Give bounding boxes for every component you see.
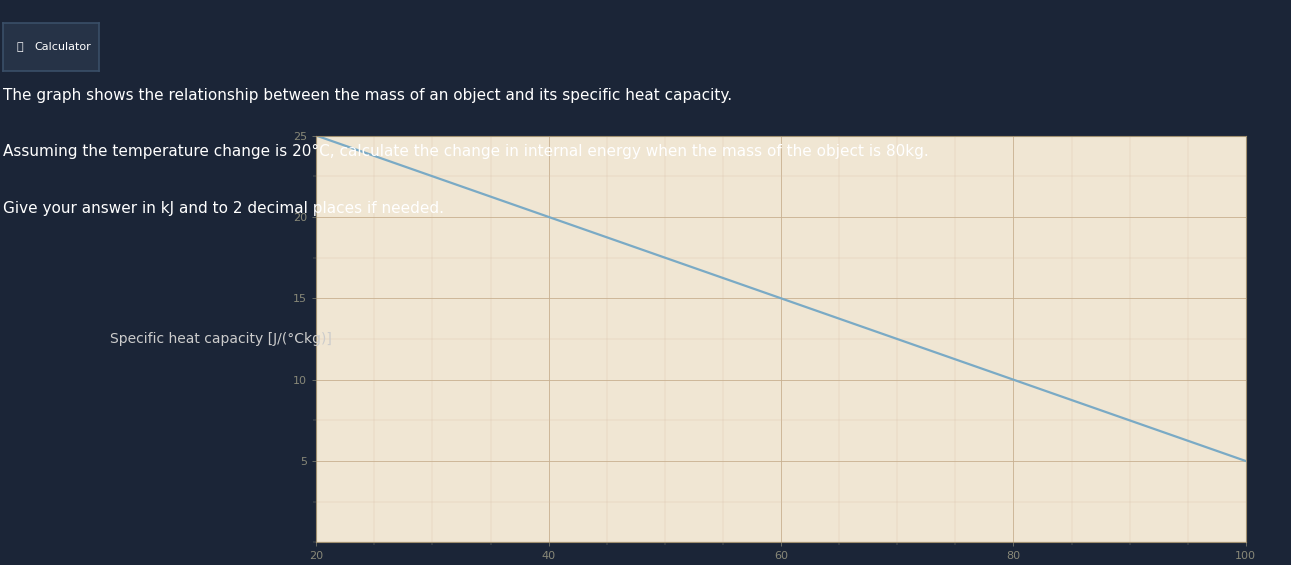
Text: Give your answer in kJ and to 2 decimal places if needed.: Give your answer in kJ and to 2 decimal … [3,201,444,216]
Text: Calculator: Calculator [35,42,90,51]
Text: ⎓: ⎓ [17,42,23,51]
Text: Assuming the temperature change is 20°C, calculate the change in internal energy: Assuming the temperature change is 20°C,… [3,144,928,159]
Text: The graph shows the relationship between the mass of an object and its specific : The graph shows the relationship between… [3,88,732,103]
Text: Specific heat capacity [J/(°Ckg)]: Specific heat capacity [J/(°Ckg)] [110,332,332,346]
